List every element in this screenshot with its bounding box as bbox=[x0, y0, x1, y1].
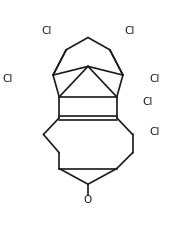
Text: Cl: Cl bbox=[149, 74, 159, 84]
Text: Cl: Cl bbox=[41, 26, 51, 36]
Text: Cl: Cl bbox=[149, 127, 159, 137]
Text: Cl: Cl bbox=[142, 97, 153, 107]
Text: Cl: Cl bbox=[2, 74, 13, 84]
Text: Cl: Cl bbox=[125, 26, 135, 36]
Text: O: O bbox=[84, 195, 92, 205]
